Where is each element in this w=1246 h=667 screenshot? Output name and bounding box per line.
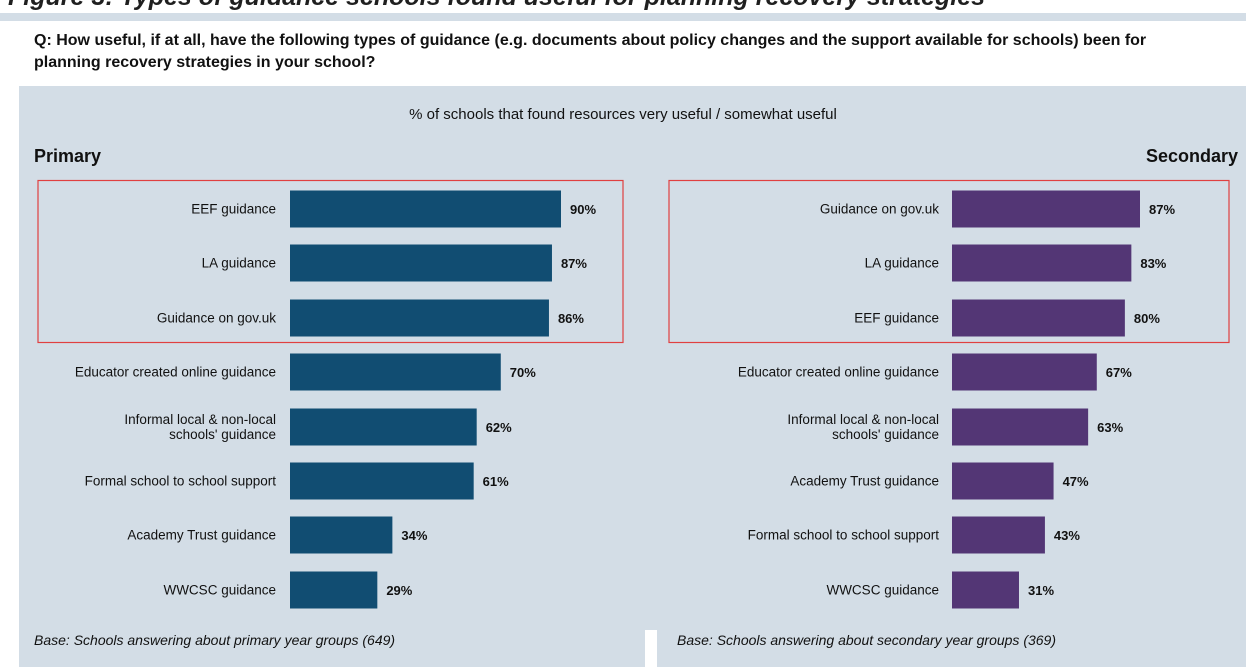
secondary-category-label: LA guidance — [865, 256, 939, 271]
primary-value-label: 34% — [401, 528, 427, 543]
secondary-value-label: 43% — [1054, 528, 1080, 543]
primary-value-label: 86% — [558, 311, 584, 326]
primary-value-label: 61% — [483, 474, 509, 489]
secondary-bar — [952, 408, 1089, 446]
primary-value-label: 29% — [386, 583, 412, 598]
secondary-category-label: EEF guidance — [854, 311, 939, 326]
primary-bar — [290, 299, 549, 337]
secondary-base-note: Base: Schools answering about secondary … — [677, 632, 1056, 648]
primary-bar — [290, 353, 501, 391]
secondary-bar — [952, 244, 1132, 282]
primary-bar — [290, 244, 552, 282]
primary-category-label: Guidance on gov.uk — [157, 311, 276, 326]
primary-category-label: Academy Trust guidance — [127, 528, 276, 543]
chart-subtitle: % of schools that found resources very u… — [409, 106, 837, 123]
secondary-group-label: Secondary — [1145, 146, 1238, 166]
secondary-bar — [952, 462, 1054, 500]
primary-bar — [290, 190, 561, 228]
survey-question: Q: How useful, if at all, have the follo… — [34, 32, 1147, 71]
primary-category-label: Informal local & non-local schools' guida… — [124, 412, 276, 442]
primary-bar — [290, 462, 474, 500]
primary-value-label: 62% — [486, 420, 512, 435]
primary-category-label: Educator created online guidance — [75, 365, 276, 380]
primary-category-label: WWCSC guidance — [163, 583, 276, 598]
secondary-value-label: 83% — [1140, 256, 1166, 271]
secondary-value-label: 87% — [1149, 202, 1175, 217]
secondary-value-label: 67% — [1106, 365, 1132, 380]
primary-bar — [290, 516, 393, 554]
secondary-category-label: Informal local & non-local schools' guida… — [787, 412, 939, 442]
secondary-highlight-box — [668, 179, 1230, 344]
secondary-bar — [952, 353, 1097, 391]
primary-value-label: 90% — [570, 202, 596, 217]
secondary-bar — [952, 299, 1125, 337]
secondary-category-label: Guidance on gov.uk — [820, 202, 939, 217]
secondary-category-label: Academy Trust guidance — [790, 474, 939, 489]
primary-category-label: Formal school to school support — [85, 474, 277, 489]
figure-title: Figure 3: Types of guidance schools foun… — [8, 0, 1246, 13]
primary-highlight-box — [37, 179, 624, 344]
secondary-bar — [952, 516, 1045, 554]
title-rule — [0, 13, 1246, 21]
primary-bar — [290, 408, 477, 446]
panel-divider — [645, 630, 657, 667]
secondary-bar — [952, 571, 1019, 609]
primary-group-label: Primary — [34, 146, 102, 166]
primary-bar — [290, 571, 378, 609]
primary-category-label: LA guidance — [202, 256, 276, 271]
primary-category-label: EEF guidance — [191, 202, 276, 217]
primary-base-note: Base: Schools answering about primary ye… — [34, 632, 396, 648]
secondary-value-label: 31% — [1028, 583, 1054, 598]
secondary-category-label: Educator created online guidance — [738, 365, 939, 380]
primary-value-label: 70% — [510, 365, 536, 380]
secondary-bar — [952, 190, 1140, 228]
secondary-value-label: 80% — [1134, 311, 1160, 326]
secondary-value-label: 63% — [1097, 420, 1123, 435]
secondary-value-label: 47% — [1063, 474, 1089, 489]
secondary-category-label: Formal school to school support — [748, 528, 940, 543]
secondary-category-label: WWCSC guidance — [826, 583, 939, 598]
primary-value-label: 87% — [561, 256, 587, 271]
